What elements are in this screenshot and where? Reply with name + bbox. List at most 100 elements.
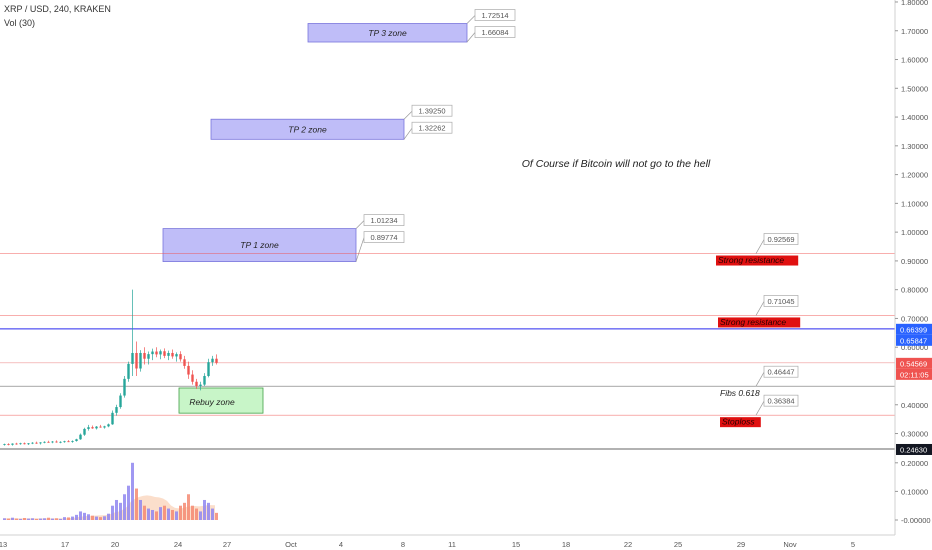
target-zone-label: TP 1 zone bbox=[240, 240, 279, 250]
callout-value: 1.32262 bbox=[418, 124, 445, 133]
callout-value: 1.39250 bbox=[418, 107, 445, 116]
price-tick-label: 0.60000 bbox=[901, 343, 928, 352]
volume-bar bbox=[171, 509, 174, 520]
candle-body bbox=[15, 443, 18, 445]
price-tag-bg bbox=[896, 368, 932, 380]
volume-bar bbox=[215, 512, 218, 520]
candle-body bbox=[11, 443, 14, 445]
volume-bar bbox=[31, 518, 34, 520]
price-tag-bg bbox=[896, 323, 932, 335]
volume-bar bbox=[35, 518, 38, 520]
target-zones: TP 3 zone 1.72514 1.66084 TP 2 zone 1.39250 1… bbox=[162, 9, 516, 414]
candle-body bbox=[79, 434, 82, 440]
candle-body bbox=[207, 362, 210, 376]
candle-body bbox=[107, 424, 110, 427]
volume-bar bbox=[55, 518, 58, 520]
time-tick-label: 15 bbox=[512, 540, 520, 549]
volume-bar bbox=[119, 502, 122, 520]
callout-pointer bbox=[755, 372, 765, 387]
callout-pointer bbox=[355, 220, 365, 229]
candle-body bbox=[63, 441, 66, 443]
price-axis: 1.80000 1.70000 1.60000 1.50000 1.40000 1.300… bbox=[0, 0, 932, 536]
volume-bar bbox=[187, 494, 190, 520]
callout-value: 0.89774 bbox=[370, 233, 397, 242]
rebuy-zone-label: Rebuy zone bbox=[189, 397, 235, 407]
volume-bar bbox=[67, 517, 70, 520]
price-levels: 0.92569 Strong resistance 0.71045 Strong re… bbox=[0, 233, 895, 450]
volume-bar bbox=[47, 517, 50, 520]
volume-bar bbox=[135, 488, 138, 520]
target-zone bbox=[307, 23, 468, 43]
volume-bar bbox=[91, 515, 94, 520]
volume-bar bbox=[11, 517, 14, 520]
level-label-bg bbox=[720, 417, 761, 428]
level-label: Fibs 0.618 bbox=[720, 388, 760, 398]
price-tick-label: 1.40000 bbox=[901, 113, 928, 122]
callout-box bbox=[411, 104, 453, 117]
candle-body bbox=[175, 354, 178, 357]
time-tick-label: 4 bbox=[339, 540, 343, 549]
volume-bar bbox=[199, 511, 202, 520]
candle-body bbox=[139, 352, 142, 369]
callout-value: 0.92569 bbox=[767, 235, 794, 244]
candle-body bbox=[191, 374, 194, 382]
volume-bar bbox=[107, 513, 110, 520]
candle-body bbox=[35, 442, 38, 444]
time-tick-label: 29 bbox=[737, 540, 745, 549]
volume-bar bbox=[211, 508, 214, 520]
rebuy-zone bbox=[178, 387, 264, 414]
volume-bar bbox=[71, 516, 74, 520]
level-label-bg bbox=[716, 255, 799, 266]
price-tag-bg bbox=[896, 443, 932, 455]
volume-bar bbox=[195, 508, 198, 520]
candle-series bbox=[3, 289, 218, 446]
target-zone-label: TP 3 zone bbox=[368, 28, 407, 38]
time-tick-label: 25 bbox=[674, 540, 682, 549]
candle-body bbox=[135, 352, 138, 369]
volume-tick-label: 0.10000 bbox=[901, 487, 928, 496]
price-tag: 0.66399 bbox=[900, 325, 927, 334]
candle-body bbox=[167, 352, 170, 356]
candle-body bbox=[143, 352, 146, 359]
price-tick-label: 1.00000 bbox=[901, 228, 928, 237]
candle-body bbox=[151, 351, 154, 355]
candle-body bbox=[7, 444, 10, 445]
volume-bar bbox=[111, 505, 114, 520]
volume-bar bbox=[143, 505, 146, 520]
time-tick-label: 22 bbox=[624, 540, 632, 549]
candle-body bbox=[27, 443, 30, 445]
price-tick-label: 1.50000 bbox=[901, 84, 928, 93]
target-zone bbox=[162, 228, 357, 262]
candle-body bbox=[43, 441, 46, 443]
candle-body bbox=[195, 381, 198, 387]
callout-box bbox=[474, 26, 516, 38]
candle-body bbox=[171, 352, 174, 357]
candle-body bbox=[75, 439, 78, 442]
callout-box bbox=[763, 295, 799, 307]
time-tick-label: 18 bbox=[562, 540, 570, 549]
volume-bar bbox=[63, 517, 66, 520]
callout-box bbox=[763, 394, 799, 407]
candle-body bbox=[159, 351, 162, 355]
volume-bar bbox=[39, 518, 42, 520]
callout-box bbox=[474, 9, 516, 21]
volume-bar bbox=[175, 511, 178, 520]
candle-body bbox=[95, 426, 98, 429]
time-axis: 13 17 20 24 27 Oct 4 8 11 15 18 22 25 29 Nov 5 bbox=[0, 540, 855, 549]
volume-bar bbox=[191, 505, 194, 520]
price-tag: 0.24630 bbox=[900, 445, 927, 454]
volume-bar bbox=[99, 517, 102, 520]
price-tick-label: 1.30000 bbox=[901, 142, 928, 151]
candle-body bbox=[115, 407, 118, 413]
volume-bar bbox=[83, 512, 86, 520]
volume-bar bbox=[75, 514, 78, 520]
candle-body bbox=[179, 354, 182, 360]
candle-body bbox=[19, 443, 22, 445]
price-tag: 0.54569 bbox=[900, 359, 927, 368]
candle-body bbox=[103, 426, 106, 428]
candle-body bbox=[99, 426, 102, 428]
level-label: Strong resistance bbox=[720, 317, 786, 327]
candle-body bbox=[131, 352, 134, 364]
volume-bar bbox=[7, 518, 10, 520]
